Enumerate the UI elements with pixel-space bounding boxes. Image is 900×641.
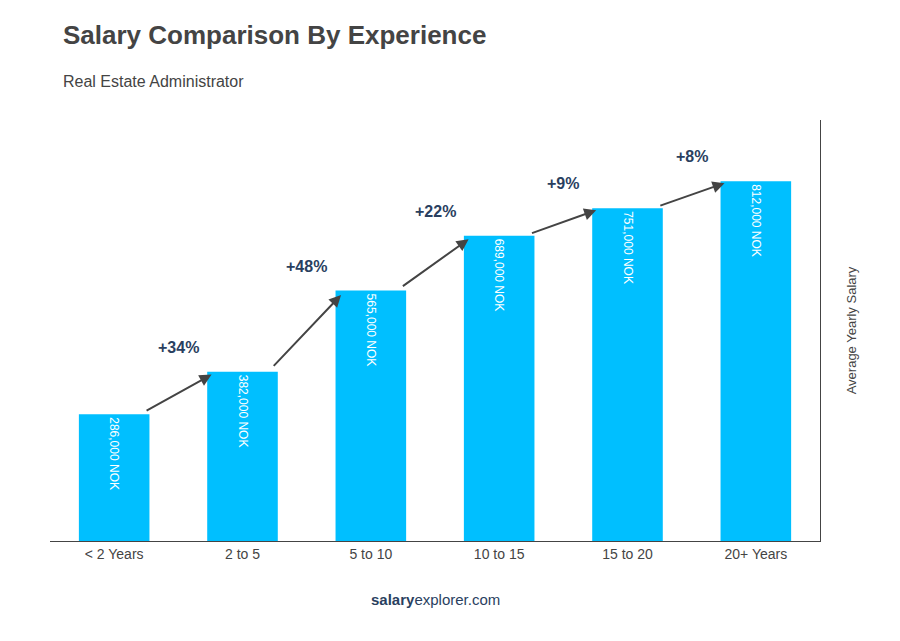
- svg-text:382,000 NOK: 382,000 NOK: [236, 375, 250, 448]
- svg-text:< 2 Years: < 2 Years: [85, 546, 144, 562]
- svg-text:812,000 NOK: 812,000 NOK: [749, 184, 763, 257]
- svg-text:Salary Comparison By Experienc: Salary Comparison By Experience: [63, 20, 486, 50]
- svg-text:+9%: +9%: [547, 175, 579, 192]
- svg-text:565,000 NOK: 565,000 NOK: [364, 294, 378, 367]
- svg-text:+48%: +48%: [286, 258, 327, 275]
- svg-text:20+ Years: 20+ Years: [724, 546, 787, 562]
- svg-text:2 to 5: 2 to 5: [225, 546, 260, 562]
- svg-text:5 to 10: 5 to 10: [349, 546, 392, 562]
- svg-text:salaryexplorer.com: salaryexplorer.com: [371, 591, 500, 608]
- svg-text:+34%: +34%: [158, 339, 199, 356]
- svg-text:10 to 15: 10 to 15: [474, 546, 525, 562]
- svg-text:15 to 20: 15 to 20: [602, 546, 653, 562]
- svg-text:751,000 NOK: 751,000 NOK: [621, 211, 635, 284]
- svg-text:286,000 NOK: 286,000 NOK: [107, 417, 121, 490]
- svg-text:Average Yearly Salary: Average Yearly Salary: [844, 266, 859, 394]
- svg-text:689,000 NOK: 689,000 NOK: [492, 239, 506, 312]
- svg-text:+8%: +8%: [676, 148, 708, 165]
- svg-text:Real Estate Administrator: Real Estate Administrator: [63, 73, 244, 90]
- svg-text:+22%: +22%: [415, 203, 456, 220]
